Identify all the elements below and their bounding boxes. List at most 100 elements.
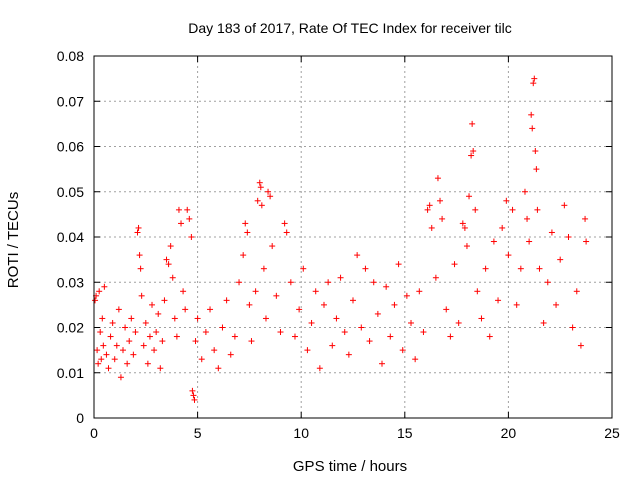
data-point <box>269 243 276 250</box>
data-point <box>135 224 142 231</box>
data-point <box>149 301 156 308</box>
data-point <box>432 274 439 281</box>
data-point <box>341 329 348 336</box>
data-point <box>138 292 145 299</box>
data-point <box>260 265 267 272</box>
data-point <box>265 188 272 195</box>
data-point <box>528 111 535 118</box>
data-point <box>503 197 510 204</box>
data-point <box>583 238 590 245</box>
y-tick-label: 0.04 <box>57 229 84 245</box>
data-point <box>370 279 377 286</box>
data-point <box>383 283 390 290</box>
data-point <box>447 333 454 340</box>
data-point <box>573 288 580 295</box>
data-point <box>395 261 402 268</box>
data-point <box>94 347 101 354</box>
data-point <box>202 329 209 336</box>
data-point <box>219 324 226 331</box>
axis-ticks: 0 5 10 15 20 25 0 0.01 0.02 0.03 0.04 0.05 0.06 0.07 0… <box>57 48 620 441</box>
x-tick-label: 10 <box>293 425 309 441</box>
data-point <box>159 338 166 345</box>
data-point <box>98 356 105 363</box>
data-point <box>103 351 110 358</box>
data-point <box>157 365 164 372</box>
data-point <box>192 338 199 345</box>
data-point <box>153 329 160 336</box>
data-point <box>140 342 147 349</box>
data-point <box>358 324 365 331</box>
data-point <box>291 333 298 340</box>
data-point <box>416 288 423 295</box>
data-point <box>186 215 193 222</box>
x-tick-label: 15 <box>397 425 413 441</box>
x-tick-label: 25 <box>604 425 620 441</box>
data-point <box>180 288 187 295</box>
data-point <box>486 333 493 340</box>
data-point <box>540 319 547 326</box>
data-point <box>374 310 381 317</box>
data-point <box>505 252 512 259</box>
data-point <box>184 206 191 213</box>
data-point <box>300 265 307 272</box>
data-point <box>194 315 201 322</box>
data-point <box>100 342 107 349</box>
data-point <box>165 261 172 268</box>
data-point <box>533 166 540 173</box>
data-point <box>223 297 230 304</box>
data-point <box>132 329 139 336</box>
data-point <box>529 125 536 132</box>
data-point <box>379 360 386 367</box>
data-point <box>236 279 243 286</box>
data-point <box>495 297 502 304</box>
data-point <box>242 220 249 227</box>
data-point <box>101 283 108 290</box>
data-point <box>553 301 560 308</box>
data-point <box>262 315 269 322</box>
data-point <box>128 315 135 322</box>
data-point <box>273 292 280 299</box>
data-point <box>142 319 149 326</box>
data-point <box>92 297 99 304</box>
data-point <box>175 206 182 213</box>
data-point <box>252 288 259 295</box>
data-point <box>130 351 137 358</box>
data-point <box>387 333 394 340</box>
y-tick-label: 0.06 <box>57 139 84 155</box>
data-point <box>350 297 356 304</box>
data-point <box>215 365 222 372</box>
data-point <box>325 279 332 286</box>
data-point <box>109 319 116 326</box>
data-point <box>470 148 477 155</box>
data-point <box>97 329 104 336</box>
data-point <box>254 197 261 204</box>
data-point <box>526 238 533 245</box>
data-point <box>287 279 294 286</box>
data-point <box>258 202 265 209</box>
data-point <box>248 338 255 345</box>
x-tick-label: 20 <box>501 425 517 441</box>
data-point <box>329 342 336 349</box>
data-point <box>548 229 555 236</box>
data-point <box>120 347 127 354</box>
y-tick-label: 0.03 <box>57 274 84 290</box>
grid-lines <box>94 56 612 418</box>
data-point <box>281 220 288 227</box>
data-point <box>482 265 489 272</box>
data-point <box>461 224 468 231</box>
data-point <box>211 347 218 354</box>
data-point <box>534 206 541 213</box>
data-point <box>499 224 506 231</box>
data-point <box>304 347 311 354</box>
data-point <box>191 396 198 403</box>
data-point <box>126 338 133 345</box>
data-point <box>267 193 274 200</box>
y-tick-label: 0.02 <box>57 320 84 336</box>
data-point <box>424 206 431 213</box>
data-point <box>96 288 103 295</box>
data-point <box>455 319 462 326</box>
data-point <box>536 265 543 272</box>
data-point <box>189 387 196 394</box>
data-point <box>333 315 340 322</box>
data-point <box>517 265 524 272</box>
